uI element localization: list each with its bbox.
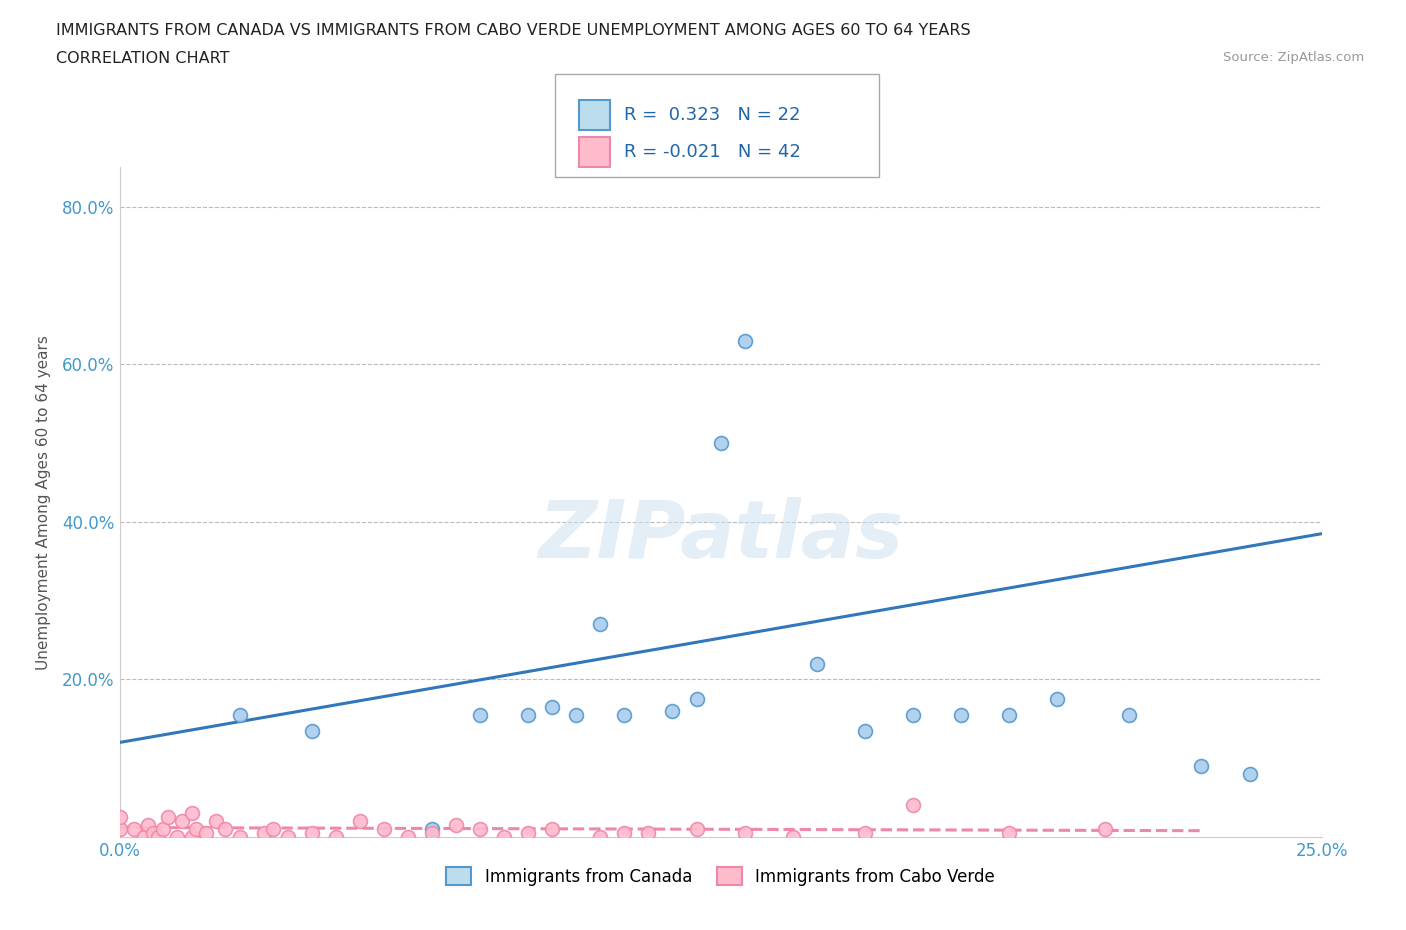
Point <box>166 830 188 844</box>
Point <box>1118 708 1140 723</box>
Point <box>108 822 131 837</box>
Point <box>853 826 876 841</box>
Point <box>541 699 564 714</box>
Point <box>152 822 174 837</box>
Point <box>262 822 284 837</box>
Point <box>195 826 218 841</box>
Point <box>949 708 972 723</box>
Point <box>853 724 876 738</box>
Point <box>180 806 202 821</box>
Point <box>277 830 299 844</box>
Point <box>228 830 252 844</box>
Point <box>420 822 443 837</box>
Point <box>685 692 707 707</box>
Point <box>186 822 208 837</box>
Y-axis label: Unemployment Among Ages 60 to 64 years: Unemployment Among Ages 60 to 64 years <box>37 335 51 670</box>
Point <box>1046 692 1069 707</box>
Point <box>998 708 1021 723</box>
Point <box>204 814 226 829</box>
Point <box>420 826 443 841</box>
Point <box>132 830 155 844</box>
Text: Source: ZipAtlas.com: Source: ZipAtlas.com <box>1223 51 1364 64</box>
Point <box>541 822 564 837</box>
Point <box>685 822 707 837</box>
Point <box>142 826 165 841</box>
Point <box>138 817 160 832</box>
Point <box>637 826 659 841</box>
Text: R = -0.021   N = 42: R = -0.021 N = 42 <box>624 143 801 161</box>
Point <box>468 822 492 837</box>
Point <box>214 822 236 837</box>
Text: IMMIGRANTS FROM CANADA VS IMMIGRANTS FROM CABO VERDE UNEMPLOYMENT AMONG AGES 60 : IMMIGRANTS FROM CANADA VS IMMIGRANTS FRO… <box>56 23 972 38</box>
Point <box>444 817 467 832</box>
Point <box>901 798 924 813</box>
Text: CORRELATION CHART: CORRELATION CHART <box>56 51 229 66</box>
Point <box>613 708 636 723</box>
Text: ZIPatlas: ZIPatlas <box>538 497 903 575</box>
Point <box>734 826 756 841</box>
Point <box>325 830 347 844</box>
Legend: Immigrants from Canada, Immigrants from Cabo Verde: Immigrants from Canada, Immigrants from … <box>440 861 1001 892</box>
Point <box>468 708 492 723</box>
Point <box>301 724 323 738</box>
Point <box>373 822 395 837</box>
Point <box>180 830 202 844</box>
Point <box>349 814 371 829</box>
Point <box>170 814 193 829</box>
Point <box>228 708 252 723</box>
Point <box>998 826 1021 841</box>
Point <box>734 333 756 348</box>
Point <box>517 826 540 841</box>
Point <box>901 708 924 723</box>
Point <box>782 830 804 844</box>
Point <box>565 708 588 723</box>
Point <box>661 703 683 718</box>
Point <box>517 708 540 723</box>
Point <box>1239 766 1261 781</box>
Point <box>396 830 419 844</box>
Point <box>122 822 145 837</box>
Point <box>1094 822 1116 837</box>
Point <box>806 657 828 671</box>
Text: R =  0.323   N = 22: R = 0.323 N = 22 <box>624 106 801 124</box>
Point <box>589 617 612 631</box>
Point <box>146 830 169 844</box>
Point <box>589 830 612 844</box>
Point <box>613 826 636 841</box>
Point <box>494 830 516 844</box>
Point <box>301 826 323 841</box>
Point <box>253 826 276 841</box>
Point <box>108 810 131 825</box>
Point <box>709 435 731 450</box>
Point <box>156 810 179 825</box>
Point <box>1189 759 1212 774</box>
